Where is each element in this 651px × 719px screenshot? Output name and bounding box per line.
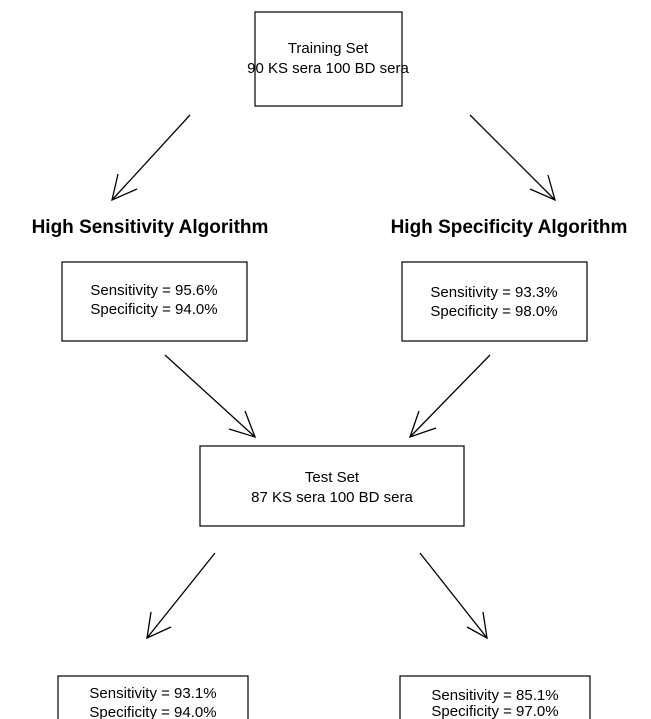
heading: High Sensitivity Algorithm [32, 217, 269, 238]
label: Sensitivity = 93.1% [89, 685, 216, 702]
box [199, 445, 465, 527]
box [399, 675, 591, 719]
label: 90 KS sera 100 BD sera [247, 60, 409, 77]
label: Specificity = 94.0% [90, 301, 217, 318]
box [61, 261, 248, 342]
label: 87 KS sera 100 BD sera [251, 489, 413, 506]
box [57, 675, 249, 719]
label: Sensitivity = 93.3% [430, 284, 557, 301]
heading: High Specificity Algorithm [391, 217, 628, 238]
label: Specificity = 98.0% [430, 303, 557, 320]
label: Specificity = 94.0% [89, 704, 216, 719]
arrows [111, 114, 556, 640]
label: Training Set [288, 40, 369, 57]
box [401, 261, 588, 342]
label: Sensitivity = 85.1% [431, 687, 558, 704]
label: Sensitivity = 95.6% [90, 282, 217, 299]
box [254, 11, 403, 107]
label: Specificity = 97.0% [431, 703, 558, 719]
label: Test Set [305, 469, 360, 486]
